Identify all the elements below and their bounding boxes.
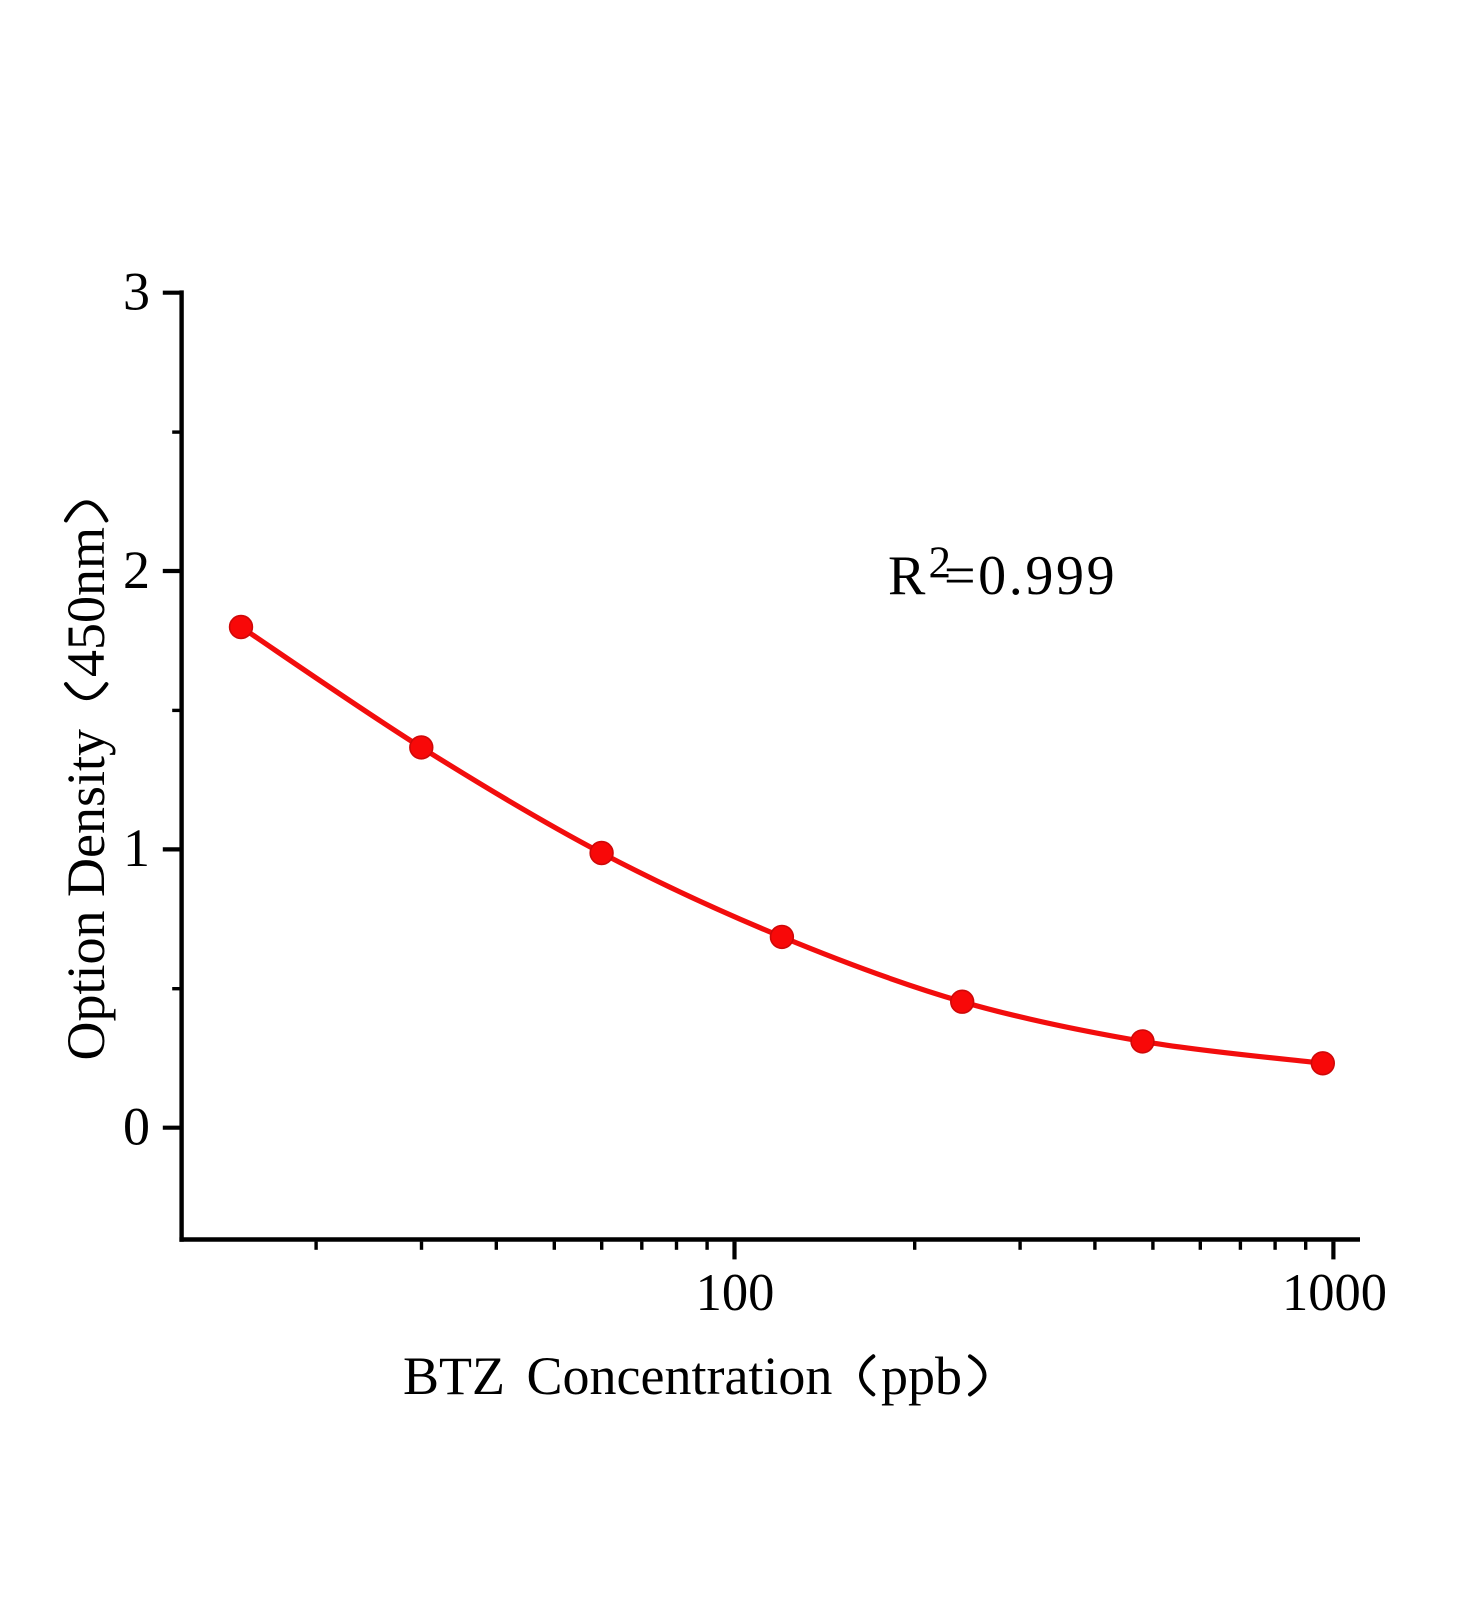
svg-text:Concentration: Concentration: [527, 1346, 833, 1406]
svg-text:2: 2: [123, 540, 150, 600]
svg-text:450nm: 450nm: [56, 527, 116, 677]
svg-text:100: 100: [696, 1264, 775, 1322]
svg-text:3: 3: [123, 262, 150, 322]
svg-text:1000: 1000: [1282, 1264, 1387, 1322]
svg-text:1: 1: [123, 818, 150, 878]
svg-text:0: 0: [123, 1097, 150, 1157]
svg-text:2: 2: [929, 537, 952, 587]
svg-text:=0.999: =0.999: [944, 545, 1117, 607]
svg-text:BTZ: BTZ: [403, 1346, 505, 1406]
svg-text:Option Density: Option Density: [56, 729, 116, 1061]
svg-text:ppb: ppb: [881, 1346, 962, 1406]
svg-text:R: R: [888, 545, 926, 607]
